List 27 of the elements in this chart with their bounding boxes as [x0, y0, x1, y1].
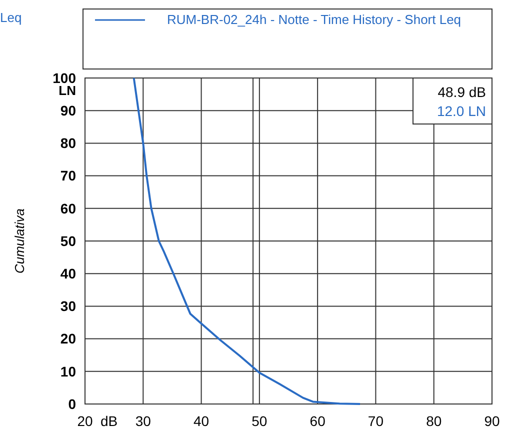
y-tick-label: 100 — [52, 70, 76, 86]
legend-label: RUM-BR-02_24h - Notte - Time History - Short Leq — [167, 12, 462, 27]
x-tick-label: 20 — [77, 413, 93, 429]
y-tick-label: 60 — [60, 200, 76, 216]
x-tick-label: 60 — [310, 413, 326, 429]
x-tick-label: 50 — [252, 413, 268, 429]
x-tick-label: 90 — [484, 413, 500, 429]
x-tick-label: 40 — [193, 413, 210, 429]
y-tick-label: 0 — [68, 396, 76, 412]
y-tick-label: 40 — [60, 266, 76, 282]
x-axis-title: dB — [100, 413, 118, 429]
y-tick-label: 70 — [60, 168, 76, 184]
legend-title: Leq — [0, 10, 22, 25]
y-tick-label: 90 — [60, 102, 76, 118]
y-axis-title: Cumulativa — [12, 208, 27, 274]
y-tick-label: 80 — [60, 135, 76, 152]
text: LN — [58, 83, 76, 98]
annotation: 12.0 LN — [436, 103, 486, 119]
y-tick-label: 30 — [60, 298, 76, 314]
annotation: 48.9 dB — [438, 84, 486, 100]
x-tick-label: 30 — [135, 413, 152, 429]
y-tick-label: 20 — [60, 330, 76, 347]
x-tick-label: 80 — [426, 413, 442, 429]
y-tick-label: 10 — [60, 363, 76, 380]
line-series — [132, 77, 362, 405]
x-tick-label: 70 — [368, 413, 384, 429]
y-tick-label: 50 — [60, 232, 76, 249]
